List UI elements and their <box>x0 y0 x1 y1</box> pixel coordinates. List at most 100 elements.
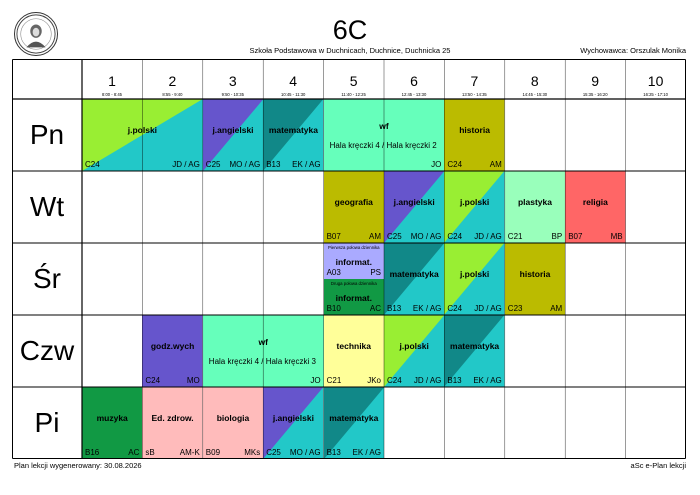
lesson-cell[interactable]: wf Hala kręczki 4 / Hala kręczki 3 JO <box>202 315 324 387</box>
lesson-teacher: JD / AG <box>413 376 442 385</box>
lesson-teacher: MO <box>186 376 200 385</box>
lesson-cell[interactable]: matematyka B13 EK / AG <box>323 387 384 459</box>
lesson-cell[interactable]: biologia B09 MKs <box>202 387 264 459</box>
lesson-room: B13 <box>326 448 341 457</box>
period-time: 16:25 - 17:10 <box>643 92 668 97</box>
day-label: Śr <box>33 263 61 294</box>
lesson-background <box>323 279 384 315</box>
period-number: 3 <box>228 73 237 89</box>
lesson-cell[interactable]: j.polski C24 JD / AG <box>444 171 505 243</box>
school-logo <box>14 12 58 56</box>
lesson-cell[interactable]: j.polski C24 JD / AG <box>444 243 505 315</box>
lesson-background <box>384 171 445 243</box>
lesson-room: B10 <box>326 304 341 313</box>
lesson-background <box>323 315 384 387</box>
lesson-room: sB <box>145 448 155 457</box>
lesson-location: Hala kręczki 4 / Hala kręczki 2 <box>329 141 437 150</box>
lesson-cell[interactable]: Druga połowa dziennika informat. B10 AC <box>323 279 384 315</box>
lesson-background <box>202 387 264 459</box>
lesson-room: C25 <box>387 232 402 241</box>
lesson-background <box>202 315 324 387</box>
day-label: Pn <box>29 119 65 150</box>
lesson-subject: j.angielski <box>272 413 314 423</box>
lesson-teacher: EK / AG <box>412 304 442 313</box>
lesson-cell[interactable]: historia C23 AM <box>504 243 566 315</box>
lesson-cell[interactable]: j.angielski C25 MO / AG <box>263 387 324 459</box>
lesson-room: B09 <box>205 448 221 457</box>
lesson-teacher: MO / AG <box>289 448 321 457</box>
lesson-room: C21 <box>507 232 523 241</box>
lesson-teacher: AM <box>489 160 502 169</box>
lesson-cell[interactable]: Pierwsza połowa dziennika informat. A03 PS <box>323 243 384 279</box>
lesson-subject: informat. <box>335 257 372 267</box>
lesson-subject: j.angielski <box>393 197 435 207</box>
lesson-teacher: JKo <box>367 376 381 385</box>
school-name: Szkoła Podstawowa w Duchnicach, Duchnice… <box>249 46 451 55</box>
lesson-cell[interactable]: j.polski C24 JD / AG <box>82 99 203 171</box>
lesson-cell[interactable]: godz.wych C24 MO <box>142 315 203 387</box>
lesson-room: C24 <box>447 304 463 313</box>
lesson-background <box>565 171 626 243</box>
lesson-room: C21 <box>326 376 342 385</box>
lesson-cell[interactable]: j.angielski C25 MO / AG <box>202 99 264 171</box>
lesson-room: B07 <box>326 232 341 241</box>
lesson-room: C23 <box>507 304 523 313</box>
period-time: 15:35 - 16:20 <box>582 92 608 97</box>
period-number: 7 <box>470 73 479 89</box>
lesson-note: Druga połowa dziennika <box>330 281 377 286</box>
period-time: 8:00 - 8:45 <box>101 92 123 97</box>
lesson-subject: religia <box>582 197 608 207</box>
lesson-cell[interactable]: muzyka B16 AC <box>82 387 143 459</box>
lesson-cell[interactable]: matematyka B13 EK / AG <box>263 99 324 171</box>
lesson-cell[interactable]: religia B07 MB <box>565 171 626 243</box>
class-title: 6C <box>332 15 368 45</box>
lesson-background <box>504 171 566 243</box>
lesson-subject: technika <box>336 341 372 351</box>
day-label: Wt <box>29 191 65 222</box>
lesson-teacher: AC <box>369 304 381 313</box>
lesson-room: C24 <box>145 376 161 385</box>
lesson-subject: matematyka <box>268 125 318 135</box>
lesson-cell[interactable]: matematyka B13 EK / AG <box>384 243 445 315</box>
lesson-background <box>444 171 505 243</box>
lesson-subject: wf <box>379 121 389 131</box>
lesson-cell[interactable]: matematyka B13 EK / AG <box>444 315 505 387</box>
lesson-background <box>504 243 566 315</box>
lesson-room: C25 <box>205 160 221 169</box>
lesson-teacher: MKs <box>244 448 261 457</box>
period-time: 9:50 - 10:35 <box>221 92 244 97</box>
lesson-note: Pierwsza połowa dziennika <box>327 245 380 250</box>
lesson-background <box>323 171 384 243</box>
lesson-cell[interactable]: Ed. zdrow. sB AM-K <box>142 387 203 459</box>
lesson-teacher: MB <box>610 232 623 241</box>
lesson-subject: historia <box>459 125 490 135</box>
homeroom-teacher: Wychowawca: Orszulak Monika <box>580 46 686 55</box>
lesson-background <box>323 387 384 459</box>
lesson-cell[interactable]: geografia B07 AM <box>323 171 384 243</box>
lesson-cell[interactable]: wf Hala kręczki 4 / Hala kręczki 2 JO <box>323 99 445 171</box>
lesson-teacher: AM <box>550 304 563 313</box>
lesson-subject: j.polski <box>127 125 158 135</box>
lesson-teacher: JO <box>431 160 442 169</box>
lesson-cell[interactable]: historia C24 AM <box>444 99 505 171</box>
lesson-cell[interactable]: j.angielski C25 MO / AG <box>384 171 445 243</box>
lesson-cell[interactable]: technika C21 JKo <box>323 315 384 387</box>
lesson-subject: j.polski <box>459 269 490 279</box>
lesson-subject: godz.wych <box>150 341 195 351</box>
lesson-teacher: AC <box>128 448 140 457</box>
lesson-subject: j.angielski <box>212 125 254 135</box>
lesson-teacher: MO / AG <box>229 160 261 169</box>
lesson-subject: biologia <box>216 413 250 423</box>
lesson-cell[interactable]: plastyka C21 BP <box>504 171 566 243</box>
lesson-room: C25 <box>266 448 281 457</box>
lesson-subject: Ed. zdrow. <box>151 413 194 423</box>
lesson-teacher: EK / AG <box>352 448 381 457</box>
lesson-background <box>384 243 445 315</box>
lesson-cell[interactable]: j.polski C24 JD / AG <box>384 315 445 387</box>
lesson-background <box>263 387 324 459</box>
lesson-teacher: AM-K <box>179 448 200 457</box>
lesson-room: B13 <box>266 160 281 169</box>
lesson-room: B13 <box>447 376 462 385</box>
lesson-location: Hala kręczki 4 / Hala kręczki 3 <box>208 357 316 366</box>
period-number: 5 <box>349 73 358 89</box>
